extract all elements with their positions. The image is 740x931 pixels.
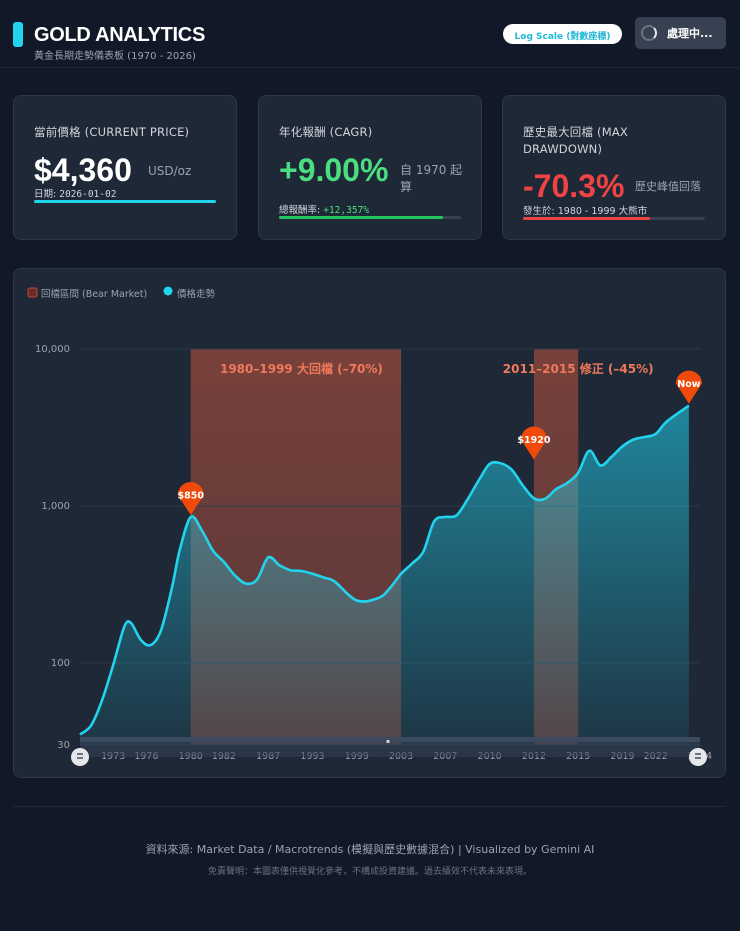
total-return-label: 總報酬率: [279, 205, 321, 216]
drawdown-unit: 歷史峰值回落 [635, 180, 701, 193]
drawdown-bar-fill [523, 217, 651, 220]
y-tick-label: 30 [57, 740, 70, 751]
price-marker-0: $850 [177, 482, 204, 516]
brand-accent-bar [13, 22, 23, 47]
drawdown-occur-label: 發生於: [523, 206, 555, 217]
drawdown-card: 歷史最大回檔 (MAX DRAWDOWN) -70.3% 歷史峰值回落 發生於:… [502, 95, 726, 240]
price-bar-fill [34, 200, 216, 203]
marker-pin [675, 370, 702, 404]
legend-price-label: 價格走勢 [177, 288, 216, 300]
price-date: 日期: 2026-01-02 [34, 186, 116, 200]
processing-label: 處理中... [667, 27, 713, 40]
drawdown-label: 歷史最大回檔 (MAX DRAWDOWN) [523, 125, 629, 156]
price-line [79, 404, 690, 736]
price-date-label: 日期: [34, 189, 57, 200]
current-price-value: $4,360 [34, 152, 132, 188]
marker-label: $850 [177, 491, 204, 502]
drawdown-occurrence: 發生於: 1980 - 1999 大熊市 [523, 203, 647, 217]
chart-card: 回檔區間 (Bear Market) 價格走勢 10,000 1,000 100 30… [13, 268, 726, 778]
price-marker-2: Now [675, 370, 702, 404]
y-tick-label: 10,000 [35, 344, 70, 355]
gold-price-chart: 回檔區間 (Bear Market) 價格走勢 10,000 1,000 100 30… [27, 286, 712, 766]
range-scrollbar[interactable]: ▪ [71, 737, 707, 766]
cagr-label: 年化報酬 (CAGR) [279, 125, 373, 139]
app-title: GOLD ANALYTICS [34, 24, 205, 46]
price-bar [34, 200, 216, 203]
range-scrollbar-top [80, 737, 700, 742]
range-scrollbar-grip[interactable]: ▪ [386, 738, 390, 745]
current-price-label: 當前價格 (CURRENT PRICE) [34, 125, 190, 139]
cagr-card: 年化報酬 (CAGR) +9.00% 自 1970 起算 總報酬率: +12,3… [258, 95, 482, 240]
top-bar: GOLD ANALYTICS 黃金長期走勢儀表板 (1970 - 2026) L… [0, 0, 740, 68]
y-tick-label: 1,000 [41, 501, 70, 512]
cagr-value: +9.00% [279, 152, 389, 188]
drawdown-bar [523, 217, 705, 220]
processing-button[interactable]: 處理中... [635, 17, 726, 49]
spinner-icon [641, 25, 657, 41]
log-scale-button[interactable]: Log Scale (對數座標) [503, 24, 622, 44]
legend-bear-label: 回檔區間 (Bear Market) [41, 288, 147, 300]
price-marker-1: $1920 [517, 426, 551, 460]
footer-source: 資料來源: Market Data / Macrotrends (模擬與歷史數據… [145, 843, 595, 856]
marker-label: $1920 [517, 435, 550, 446]
marker-pin [520, 426, 547, 460]
footer-disclaimer: 免責聲明：本圖表僅供視覺化參考，不構成投資建議。過去績效不代表未來表現。 [207, 867, 532, 877]
current-price-card: 當前價格 (CURRENT PRICE) $4,360 USD/oz 日期: 2… [13, 95, 237, 240]
cagr-unit: 自 1970 起算 [400, 163, 463, 194]
drawdown-value: -70.3% [523, 168, 625, 204]
price-date-value: 2026-01-02 [59, 189, 117, 200]
chart-legend: 回檔區間 (Bear Market) 價格走勢 [27, 286, 216, 300]
drawdown-occur-value: 1980 - 1999 大熊市 [557, 206, 648, 217]
current-price-unit: USD/oz [148, 164, 192, 178]
app-subtitle: 黃金長期走勢儀表板 (1970 - 2026) [34, 51, 196, 62]
footer-divider [13, 806, 726, 807]
bear-annotation-0: 1980–1999 大回檔 (–70%) [220, 361, 383, 376]
price-area [80, 405, 689, 745]
cagr-bar [279, 216, 461, 219]
total-return: 總報酬率: +12,357% [279, 202, 369, 216]
marker-pin [177, 482, 204, 516]
range-handle-right[interactable] [689, 748, 707, 766]
legend-price-swatch [163, 286, 173, 296]
range-handle-left[interactable] [71, 748, 89, 766]
y-tick-label: 100 [51, 658, 70, 669]
legend-bear-swatch [27, 287, 38, 298]
cagr-bar-fill [279, 216, 443, 219]
bear-annotation-1: 2011–2015 修正 (–45%) [503, 361, 654, 376]
total-return-value: +12,357% [323, 205, 369, 216]
marker-label: Now [677, 379, 700, 390]
